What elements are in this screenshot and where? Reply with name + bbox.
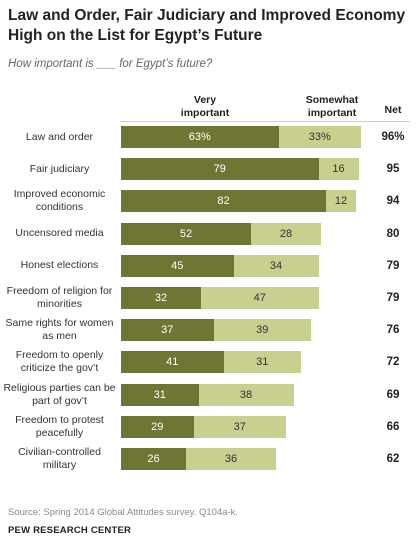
bar-very-important [121,448,186,470]
net-value: 66 [386,420,400,433]
bar-very-important [121,254,234,277]
bar-somewhat-important [326,190,356,213]
bar-very-important [121,287,201,309]
value-label-very-important: 41 [166,356,179,369]
bar-very-important [121,415,194,438]
category-label: Uncensored media [15,227,104,240]
net-value: 94 [386,195,400,208]
value-label-very-important: 63% [188,131,211,143]
value-label-somewhat-important: 28 [279,227,293,240]
bar-very-important [121,383,199,406]
category-label: Improved economic conditions [13,188,106,214]
bar-very-important [121,158,319,181]
category-label: Fair judiciary [29,162,90,175]
value-label-somewhat-important: 36 [224,453,238,465]
bar-very-important [121,126,279,148]
bar-somewhat-important [186,448,276,470]
bar-somewhat-important [198,383,294,406]
value-label-very-important: 37 [161,324,174,337]
net-value: 72 [386,356,400,369]
value-label-very-important: 52 [179,227,193,240]
source-note: Source: Spring 2014 Global Attitudes sur… [8,507,239,518]
value-label-somewhat-important: 33% [308,131,331,143]
bar-somewhat-important [251,222,321,245]
category-label: Law and order [25,130,94,143]
chart-title: Law and Order, Fair Judiciary and Improv… [8,7,406,44]
category-label: Freedom of religion for minorities [6,285,113,310]
net-value: 95 [386,163,400,176]
net-value: 79 [386,292,400,304]
net-value: 62 [386,453,400,465]
header-net: Net [384,104,402,116]
category-label: Religious parties can be part of gov’t [3,381,116,407]
value-label-somewhat-important: 12 [334,195,348,208]
bar-very-important [121,222,251,245]
bar-somewhat-important [278,126,361,148]
bar-very-important [121,319,214,342]
value-label-very-important: 31 [153,388,166,401]
value-label-somewhat-important: 47 [253,292,266,304]
bar-somewhat-important [233,254,319,277]
value-label-somewhat-important: 39 [256,324,269,337]
net-value: 69 [386,388,400,401]
value-label-very-important: 26 [147,453,160,465]
bar-somewhat-important [318,158,359,181]
bar-very-important [121,190,326,213]
bar-somewhat-important [201,287,319,309]
chart-subtitle: How important is ___ for Egypt’s future? [8,58,213,70]
value-label-very-important: 82 [217,195,230,208]
category-label: Freedom to openly criticize the gov’t [15,349,104,375]
category-label: Honest elections [20,259,99,272]
value-label-very-important: 45 [171,259,184,272]
category-label: Civilian-controlled military [18,446,101,471]
value-label-somewhat-important: 38 [239,388,253,401]
value-label-very-important: 32 [154,292,168,304]
net-value: 80 [386,227,400,240]
bar-very-important [121,351,224,374]
net-value: 96% [381,131,405,143]
value-label-somewhat-important: 31 [256,356,269,369]
header-very-important: Very important [180,94,230,119]
value-label-very-important: 29 [151,420,164,433]
header-divider [120,121,410,122]
net-value: 79 [386,259,400,272]
category-label: Same rights for women as men [5,317,114,343]
bar-somewhat-important [223,351,301,374]
category-label: Freedom to protest peacefully [15,413,104,439]
net-value: 76 [386,324,400,337]
value-label-somewhat-important: 16 [332,163,345,176]
organization-credit: PEW RESEARCH CENTER [8,525,132,536]
value-label-somewhat-important: 34 [269,259,283,272]
value-label-very-important: 79 [213,163,226,176]
header-somewhat-important: Somewhat important [305,94,359,119]
bar-somewhat-important [193,415,286,438]
value-label-somewhat-important: 37 [233,420,246,433]
bar-somewhat-important [213,319,311,342]
